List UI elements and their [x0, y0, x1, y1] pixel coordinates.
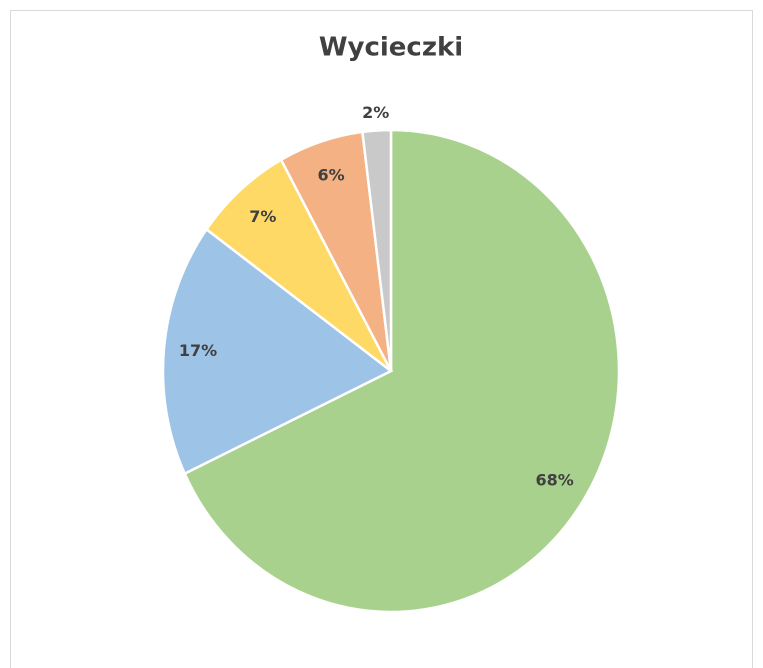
chart-title: Wycieczki	[319, 33, 463, 63]
pie-slice	[161, 227, 394, 476]
data-label: 7%	[249, 207, 276, 226]
pie-slice	[183, 128, 621, 614]
data-label: 6%	[318, 166, 345, 185]
data-label: 2%	[362, 103, 389, 122]
pie-slice	[361, 128, 393, 372]
pie-slice	[204, 158, 393, 372]
data-label: 68%	[535, 470, 573, 489]
data-label: 17%	[179, 341, 217, 360]
